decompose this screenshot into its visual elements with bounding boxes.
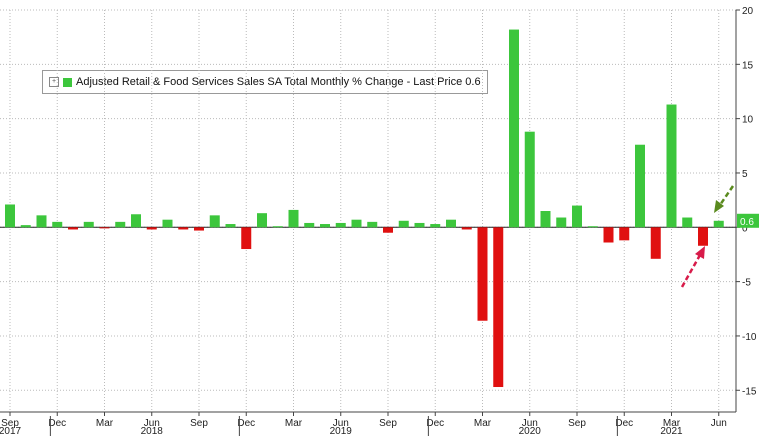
bar <box>272 226 283 228</box>
bar <box>68 227 78 230</box>
x-tick-label: Dec <box>48 418 66 429</box>
bar <box>383 227 393 233</box>
bar <box>351 219 362 228</box>
bar <box>619 227 630 241</box>
bar <box>304 222 315 228</box>
y-tick-label: 5 <box>742 169 748 180</box>
bar <box>288 209 299 228</box>
last-price-label: 0.6 <box>740 217 754 228</box>
bar <box>20 225 31 228</box>
bar <box>146 227 157 230</box>
y-tick-label: 20 <box>742 6 754 17</box>
red-arrow-head <box>695 246 705 259</box>
y-tick-label: 0 <box>742 223 748 234</box>
bar <box>194 227 204 231</box>
x-tick-label: Dec <box>615 418 633 429</box>
x-tick-label: Sep <box>379 418 397 429</box>
year-label: 2021 <box>660 426 683 436</box>
bar <box>178 227 189 230</box>
legend-swatch <box>63 77 72 87</box>
bar <box>131 214 141 228</box>
bar <box>398 220 409 228</box>
y-tick-label: -5 <box>742 278 751 289</box>
bar <box>367 221 378 228</box>
bar <box>320 224 330 228</box>
bar <box>461 227 472 230</box>
green-arrow-line <box>718 185 735 206</box>
year-label: 2019 <box>330 426 353 436</box>
y-tick-label: -15 <box>742 386 757 397</box>
year-label: 2017 <box>0 426 22 436</box>
bar <box>162 219 173 228</box>
bar <box>414 222 425 228</box>
bar <box>603 227 614 243</box>
x-tick-label: Sep <box>568 418 586 429</box>
x-tick-label: Dec <box>237 418 255 429</box>
bar <box>52 221 63 228</box>
x-tick-label: Jun <box>711 418 727 429</box>
chart-legend[interactable]: + Adjusted Retail & Food Services Sales … <box>42 70 488 94</box>
year-label: 2020 <box>519 426 542 436</box>
bar <box>587 226 598 228</box>
bar <box>257 213 267 228</box>
y-tick-label: 10 <box>742 115 754 126</box>
last-price-box <box>737 213 759 228</box>
x-tick-label: Mar <box>474 418 492 429</box>
bar <box>509 29 519 228</box>
x-tick-label: Mar <box>96 418 114 429</box>
legend-text: Adjusted Retail & Food Services Sales SA… <box>76 76 481 88</box>
bar <box>430 224 441 228</box>
bar <box>493 227 504 388</box>
bar <box>556 217 567 228</box>
bar <box>713 220 724 228</box>
bar <box>446 219 456 228</box>
y-tick-label: -10 <box>742 332 757 343</box>
legend-toggle-icon[interactable]: + <box>49 77 59 87</box>
x-tick-label: Jun <box>333 418 349 429</box>
bar <box>524 131 535 228</box>
bar <box>572 205 582 228</box>
bar <box>540 211 551 228</box>
x-tick-label: Jun <box>522 418 538 429</box>
bar <box>115 221 126 228</box>
bar <box>209 215 220 228</box>
x-tick-label: Sep <box>190 418 208 429</box>
bar <box>241 227 252 250</box>
bar <box>335 222 346 228</box>
bar <box>477 227 488 321</box>
x-tick-label: Dec <box>426 418 444 429</box>
year-label: 2018 <box>141 426 164 436</box>
bar <box>635 144 645 228</box>
red-arrow-line <box>680 254 702 288</box>
bar <box>698 227 708 246</box>
x-tick-label: Mar <box>285 418 303 429</box>
bar <box>650 227 661 259</box>
bar <box>99 227 110 229</box>
bar <box>225 224 236 228</box>
x-tick-label: Sep <box>1 418 19 429</box>
bar <box>666 104 677 228</box>
y-tick-label: 15 <box>742 60 754 71</box>
green-arrow-head <box>714 200 724 213</box>
bar <box>36 215 47 228</box>
x-tick-label: Mar <box>663 418 681 429</box>
bar <box>83 221 94 228</box>
bar <box>5 204 15 228</box>
x-tick-label: Jun <box>144 418 160 429</box>
bar <box>682 217 693 228</box>
